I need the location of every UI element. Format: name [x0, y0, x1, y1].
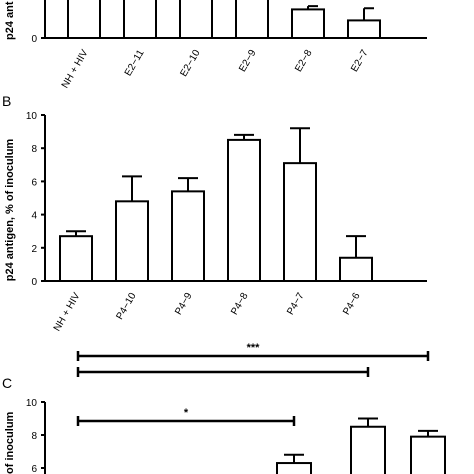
panel-a-ytick-0: 0: [31, 34, 37, 45]
panel-a-bar-2: [179, 0, 213, 39]
panel-a-category-label-1: E2−11: [123, 48, 147, 79]
panel-a-errorbar-4: [307, 5, 318, 10]
panel-c-bracket-2: [76, 416, 296, 426]
panel-b-letter: B: [2, 93, 11, 109]
panel-b-ytick-0: 0: [31, 277, 37, 288]
panel-c-errorbar-5: [418, 429, 438, 437]
panel-b-ticks: 0 2 4 6 8 10: [26, 111, 45, 288]
panel-b-bar-0: [59, 235, 93, 282]
panel-b-category-label-2: P4−9: [173, 291, 195, 317]
panel-c-ticks: 10 8 6: [26, 398, 45, 474]
panel-b-bar-5: [339, 256, 373, 283]
panel-c-bar-5: [410, 435, 446, 474]
panel-c-bars: [276, 417, 446, 474]
panel-a-category-label-5: E2−7: [349, 48, 371, 74]
panel-b-category-label-5: P4−6: [341, 291, 363, 317]
panel-c-significance-label-2: *: [184, 407, 189, 419]
panel-c-errorbar-4: [358, 417, 378, 427]
panel-c-ylabel: of inoculum: [4, 411, 16, 474]
panel-b-ytick-1: 2: [31, 244, 37, 255]
panel-c-significance-brackets: ****: [76, 342, 430, 426]
panel-b-errorbar-5: [346, 235, 366, 258]
panel-b-category-label-0: NH + HIV: [52, 291, 83, 334]
panel-c-ytick-0: 10: [26, 398, 38, 409]
panel-a-bar-0: [67, 0, 101, 39]
panel-a-bars: NH + HIV E2−11 E2−10 E2−9 E2−8 E2−7: [60, 0, 381, 91]
panel-b-ytick-4: 8: [31, 144, 37, 155]
panel-b-errorbar-1: [122, 175, 142, 202]
panel-a-category-label-4: E2−8: [293, 48, 315, 74]
panel-a-errorbar-5: [363, 7, 374, 21]
panel-c-bar-4: [350, 425, 386, 474]
panel-c-letter: C: [2, 375, 12, 391]
panel-b-bar-4: [283, 162, 317, 282]
panel-b-ytick-2: 4: [31, 211, 37, 222]
panel-a-bar-5: [347, 19, 381, 39]
panel-a-bar-4: [291, 8, 325, 39]
panel-a-category-label-3: E2−9: [237, 48, 259, 74]
panel-b-errorbar-0: [66, 230, 86, 237]
panel-b-category-label-3: P4−8: [229, 291, 251, 317]
panel-c-bar-3: [276, 462, 312, 474]
panel-b-bar-3: [227, 138, 261, 282]
panel-a-category-label-0: NH + HIV: [60, 48, 91, 91]
panel-c-significance-label-0: ***: [247, 342, 261, 354]
panel-b-bar-1: [115, 200, 149, 283]
panel-b-category-label-1: P4−10: [114, 291, 138, 322]
panel-c-bracket-0: [76, 351, 430, 361]
panel-a-bar-1: [123, 0, 157, 39]
panel-a-category-label-2: E2−10: [178, 48, 202, 79]
panel-a-bar-3: [235, 0, 269, 39]
panel-c-ytick-2: 6: [31, 464, 37, 474]
panel-a-ylabel: p24 ant: [4, 1, 16, 40]
panel-b-errorbar-2: [178, 177, 198, 192]
panel-b-bars: NH + HIV P4−10 P4−9 P4−8 P4−7 P4−6: [52, 127, 373, 334]
panel-a: p24 ant 0 NH + HIV E2−11 E2−10 E2−9 E2−8 E2−7: [4, 0, 427, 90]
panel-c-ytick-1: 8: [31, 431, 37, 442]
panel-b: B p24 antigen, % of inoculum 0 2 4 6 8 10 NH …: [2, 93, 427, 333]
panel-b-ytick-3: 6: [31, 177, 37, 188]
panel-b-category-label-4: P4−7: [285, 291, 307, 317]
panel-c-bracket-1: [76, 367, 370, 377]
panel-c-errorbar-3: [284, 453, 304, 464]
panel-b-errorbar-4: [290, 127, 310, 164]
panel-b-errorbar-3: [234, 133, 254, 140]
panel-b-ylabel: p24 antigen, % of inoculum: [4, 139, 16, 282]
panel-b-bar-2: [171, 190, 205, 282]
panel-b-ytick-5: 10: [26, 111, 38, 122]
